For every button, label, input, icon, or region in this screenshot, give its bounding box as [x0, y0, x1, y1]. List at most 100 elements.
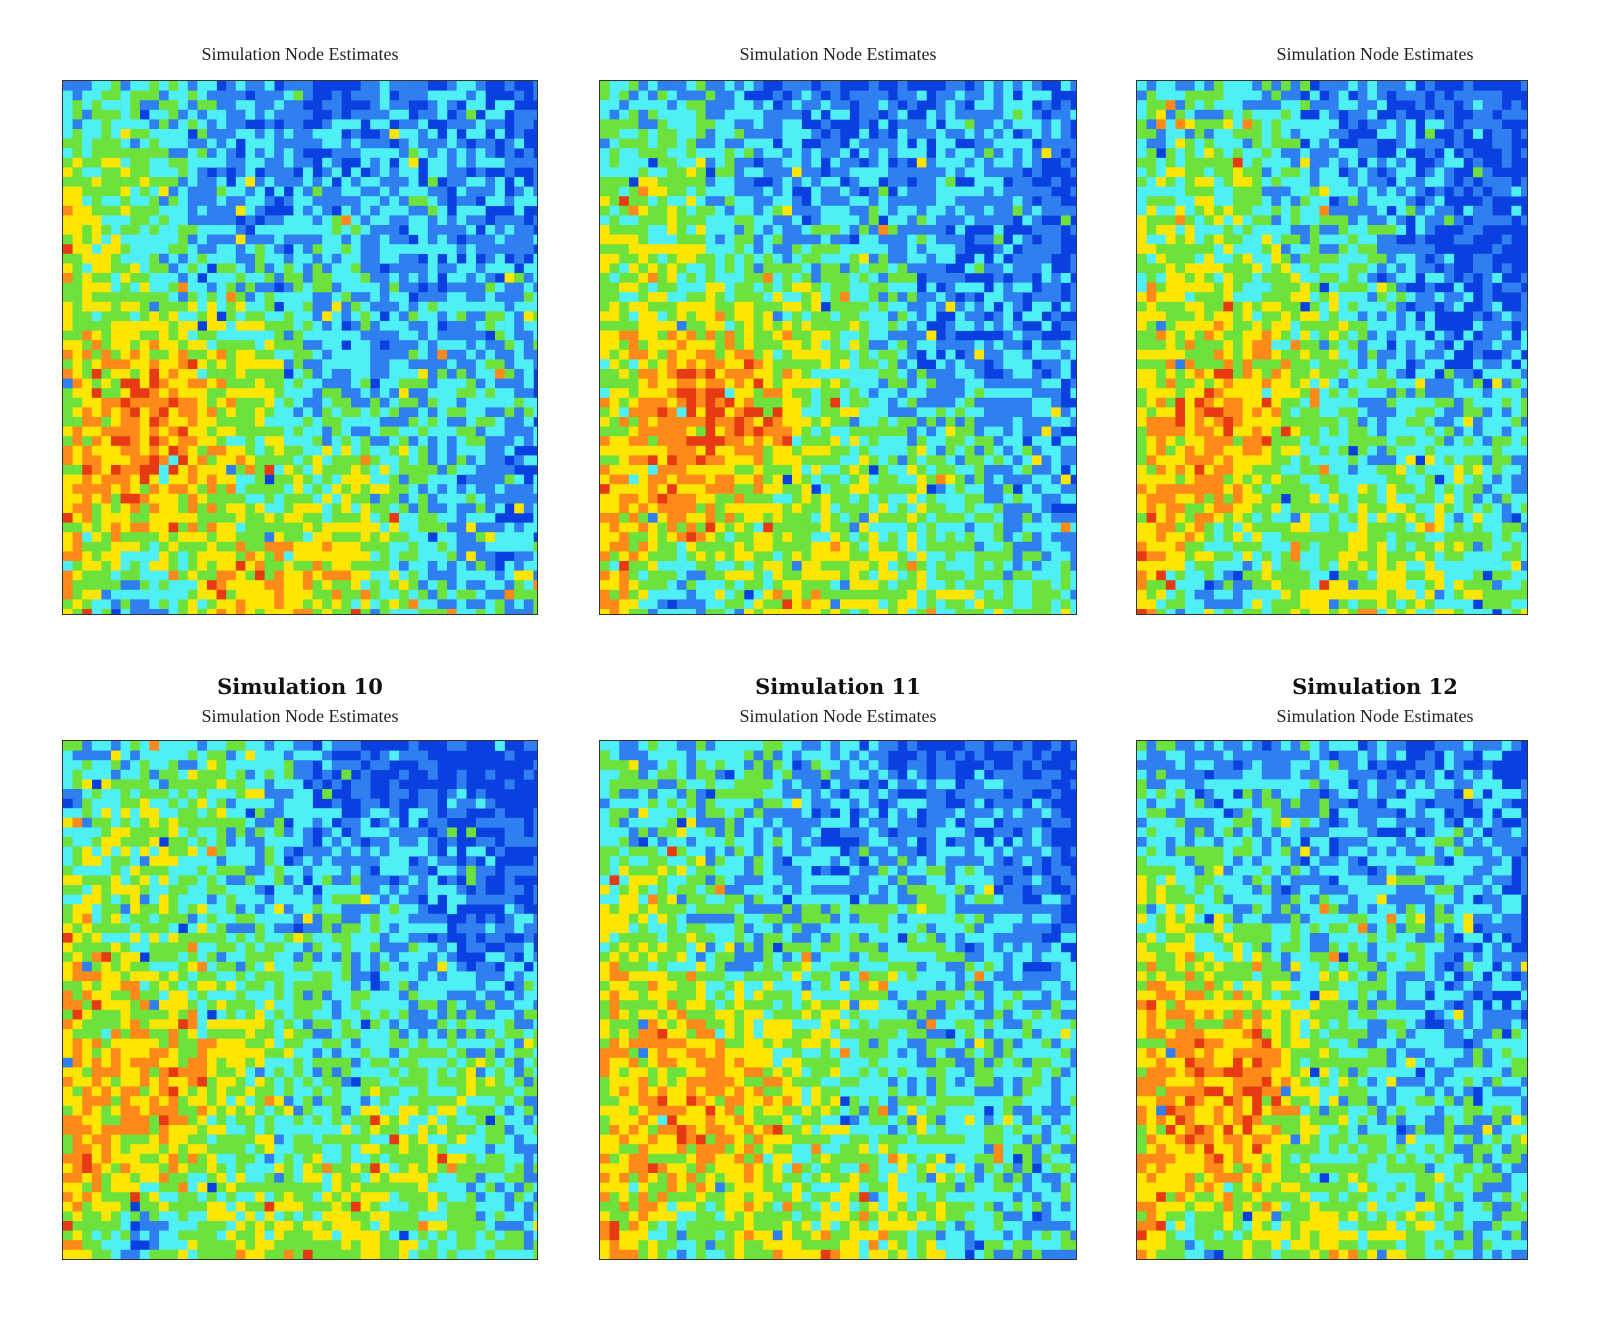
heatmap-cell [868, 253, 879, 264]
heatmap-cell [897, 311, 908, 322]
heatmap-cell [456, 263, 467, 274]
heatmap-cell [322, 426, 333, 437]
heatmap-cell [485, 609, 496, 614]
heatmap-cell [916, 177, 927, 187]
heatmap-cell [82, 388, 93, 399]
heatmap-cell [274, 484, 285, 495]
heatmap-cell [245, 369, 256, 379]
heatmap-cell [533, 580, 537, 591]
heatmap-cell [859, 561, 870, 571]
heatmap-cell [753, 196, 764, 207]
heatmap-cell [331, 397, 342, 408]
heatmap-cell [351, 205, 361, 216]
heatmap-cell [734, 100, 745, 111]
heatmap-cell [437, 196, 448, 207]
heatmap-cell [418, 417, 429, 427]
heatmap-cell [600, 225, 610, 235]
heatmap-cell [830, 561, 841, 571]
heatmap-cell [495, 493, 505, 504]
heatmap-cell [724, 436, 735, 447]
heatmap-cell [1060, 541, 1071, 552]
heatmap-cell [1051, 359, 1062, 370]
heatmap-cell [82, 215, 93, 226]
heatmap-cell [734, 532, 745, 543]
heatmap-cell [331, 292, 342, 303]
heatmap-cell [408, 311, 419, 322]
heatmap-cell [763, 407, 774, 418]
heatmap-cell [389, 436, 400, 447]
heatmap-cell [283, 532, 294, 543]
heatmap-cell [724, 340, 735, 351]
heatmap-cell [207, 321, 217, 331]
heatmap-cell [408, 138, 419, 149]
heatmap-cell [811, 532, 822, 543]
heatmap-cell [293, 282, 304, 293]
heatmap-cell [926, 244, 937, 255]
heatmap-cell [111, 177, 121, 187]
heatmap-cell [609, 436, 620, 447]
heatmap-cell [255, 100, 265, 111]
heatmap-cell [628, 253, 639, 264]
heatmap-cell [715, 417, 726, 427]
heatmap-cell [101, 321, 112, 331]
heatmap-cell [408, 321, 419, 331]
heatmap-cell [159, 417, 169, 427]
heatmap-cell [63, 282, 73, 293]
heatmap-cell [322, 570, 333, 581]
heatmap-cell [187, 609, 198, 614]
heatmap-cell [849, 90, 860, 101]
heatmap-cell [533, 196, 537, 207]
heatmap-cell [734, 455, 745, 466]
heatmap-cell [139, 407, 150, 418]
heatmap-cell [187, 532, 198, 543]
heatmap-cell [255, 378, 265, 389]
heatmap-cell [168, 599, 179, 610]
heatmap-cell [648, 196, 658, 207]
heatmap-cell [609, 541, 620, 552]
heatmap-cell [772, 119, 783, 130]
heatmap-cell [82, 244, 93, 255]
heatmap-cell [859, 282, 870, 293]
heatmap-cell [168, 321, 179, 331]
heatmap-cell [370, 493, 381, 504]
heatmap-cell [840, 455, 850, 466]
heatmap-cell [360, 148, 371, 159]
heatmap-cell [293, 196, 304, 207]
heatmap-cell [974, 426, 985, 437]
heatmap-cell [1041, 541, 1052, 552]
heatmap-cell [351, 551, 361, 562]
heatmap-cell [1022, 417, 1033, 427]
heatmap-cell [264, 388, 275, 399]
heatmap-cell [226, 234, 237, 245]
heatmap-cell [628, 369, 639, 379]
heatmap-cell [283, 378, 294, 389]
heatmap-cell [1032, 426, 1042, 437]
heatmap-cell [715, 205, 726, 216]
heatmap-cell [715, 561, 726, 571]
heatmap-cell [235, 426, 246, 437]
heatmap-cell [437, 589, 448, 600]
heatmap-cell [283, 513, 294, 523]
heatmap-cell [619, 138, 630, 149]
heatmap-cell [705, 109, 716, 120]
heatmap-cell [609, 561, 620, 571]
heatmap-cell [456, 301, 467, 312]
heatmap-cell [130, 225, 141, 235]
heatmap-cell [676, 321, 687, 331]
heatmap-cell [495, 609, 505, 614]
heatmap-cell [705, 493, 716, 504]
heatmap-cell [849, 378, 860, 389]
heatmap-cell [792, 273, 802, 283]
heatmap-cell [235, 359, 246, 370]
heatmap-cell [360, 580, 371, 591]
heatmap-cell [1051, 196, 1062, 207]
heatmap-cell [1022, 186, 1033, 197]
heatmap-cell [619, 445, 630, 456]
heatmap-cell [120, 445, 131, 456]
heatmap-cell [216, 503, 227, 514]
heatmap-cell [1012, 157, 1023, 168]
heatmap-cell [811, 129, 822, 139]
heatmap-cell [139, 340, 150, 351]
heatmap-cell [820, 359, 831, 370]
heatmap-cell [456, 513, 467, 523]
